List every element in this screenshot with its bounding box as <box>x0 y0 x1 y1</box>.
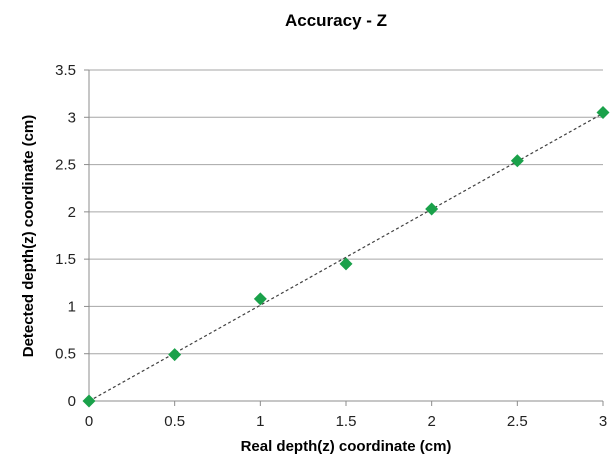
data-point-diamond <box>510 154 524 168</box>
x-tick-label: 3 <box>599 413 607 430</box>
x-tick-label: 1.5 <box>336 413 357 430</box>
y-tick-label: 2.5 <box>55 157 76 174</box>
y-tick-label: 3 <box>68 109 76 126</box>
x-tick-labels: 0 0.5 1 1.5 2 2.5 3 <box>85 413 607 430</box>
gridlines <box>89 69 603 355</box>
x-tick-label: 1 <box>256 413 264 430</box>
trendline-layer <box>88 112 604 402</box>
data-point-diamond <box>82 394 96 408</box>
y-tick-label: 0.5 <box>55 346 76 363</box>
y-tick-label: 1.5 <box>55 251 76 268</box>
data-point-diamond <box>425 202 439 216</box>
axes <box>84 69 604 406</box>
y-axis-title: Detected depth(z) coordinate (cm) <box>20 115 37 358</box>
data-point-diamond <box>339 257 353 271</box>
y-tick-label: 3.5 <box>55 62 76 79</box>
data-point-diamond <box>253 292 267 306</box>
chart-title: Accuracy - Z <box>285 11 387 30</box>
y-tick-label: 2 <box>68 204 76 221</box>
y-tick-labels: 0 0.5 1 1.5 2 2.5 3 3.5 <box>55 62 76 410</box>
x-tick-label: 0 <box>85 413 93 430</box>
data-point-diamond <box>168 348 182 362</box>
data-point-diamond <box>596 106 610 120</box>
y-tick-label: 1 <box>68 298 76 315</box>
x-tick-label: 2 <box>427 413 435 430</box>
x-axis-title: Real depth(z) coordinate (cm) <box>241 438 452 455</box>
linear-trendline <box>88 112 604 402</box>
x-tick-label: 0.5 <box>164 413 185 430</box>
data-points <box>82 106 610 408</box>
y-tick-label: 0 <box>68 393 76 410</box>
x-tick-label: 2.5 <box>507 413 528 430</box>
